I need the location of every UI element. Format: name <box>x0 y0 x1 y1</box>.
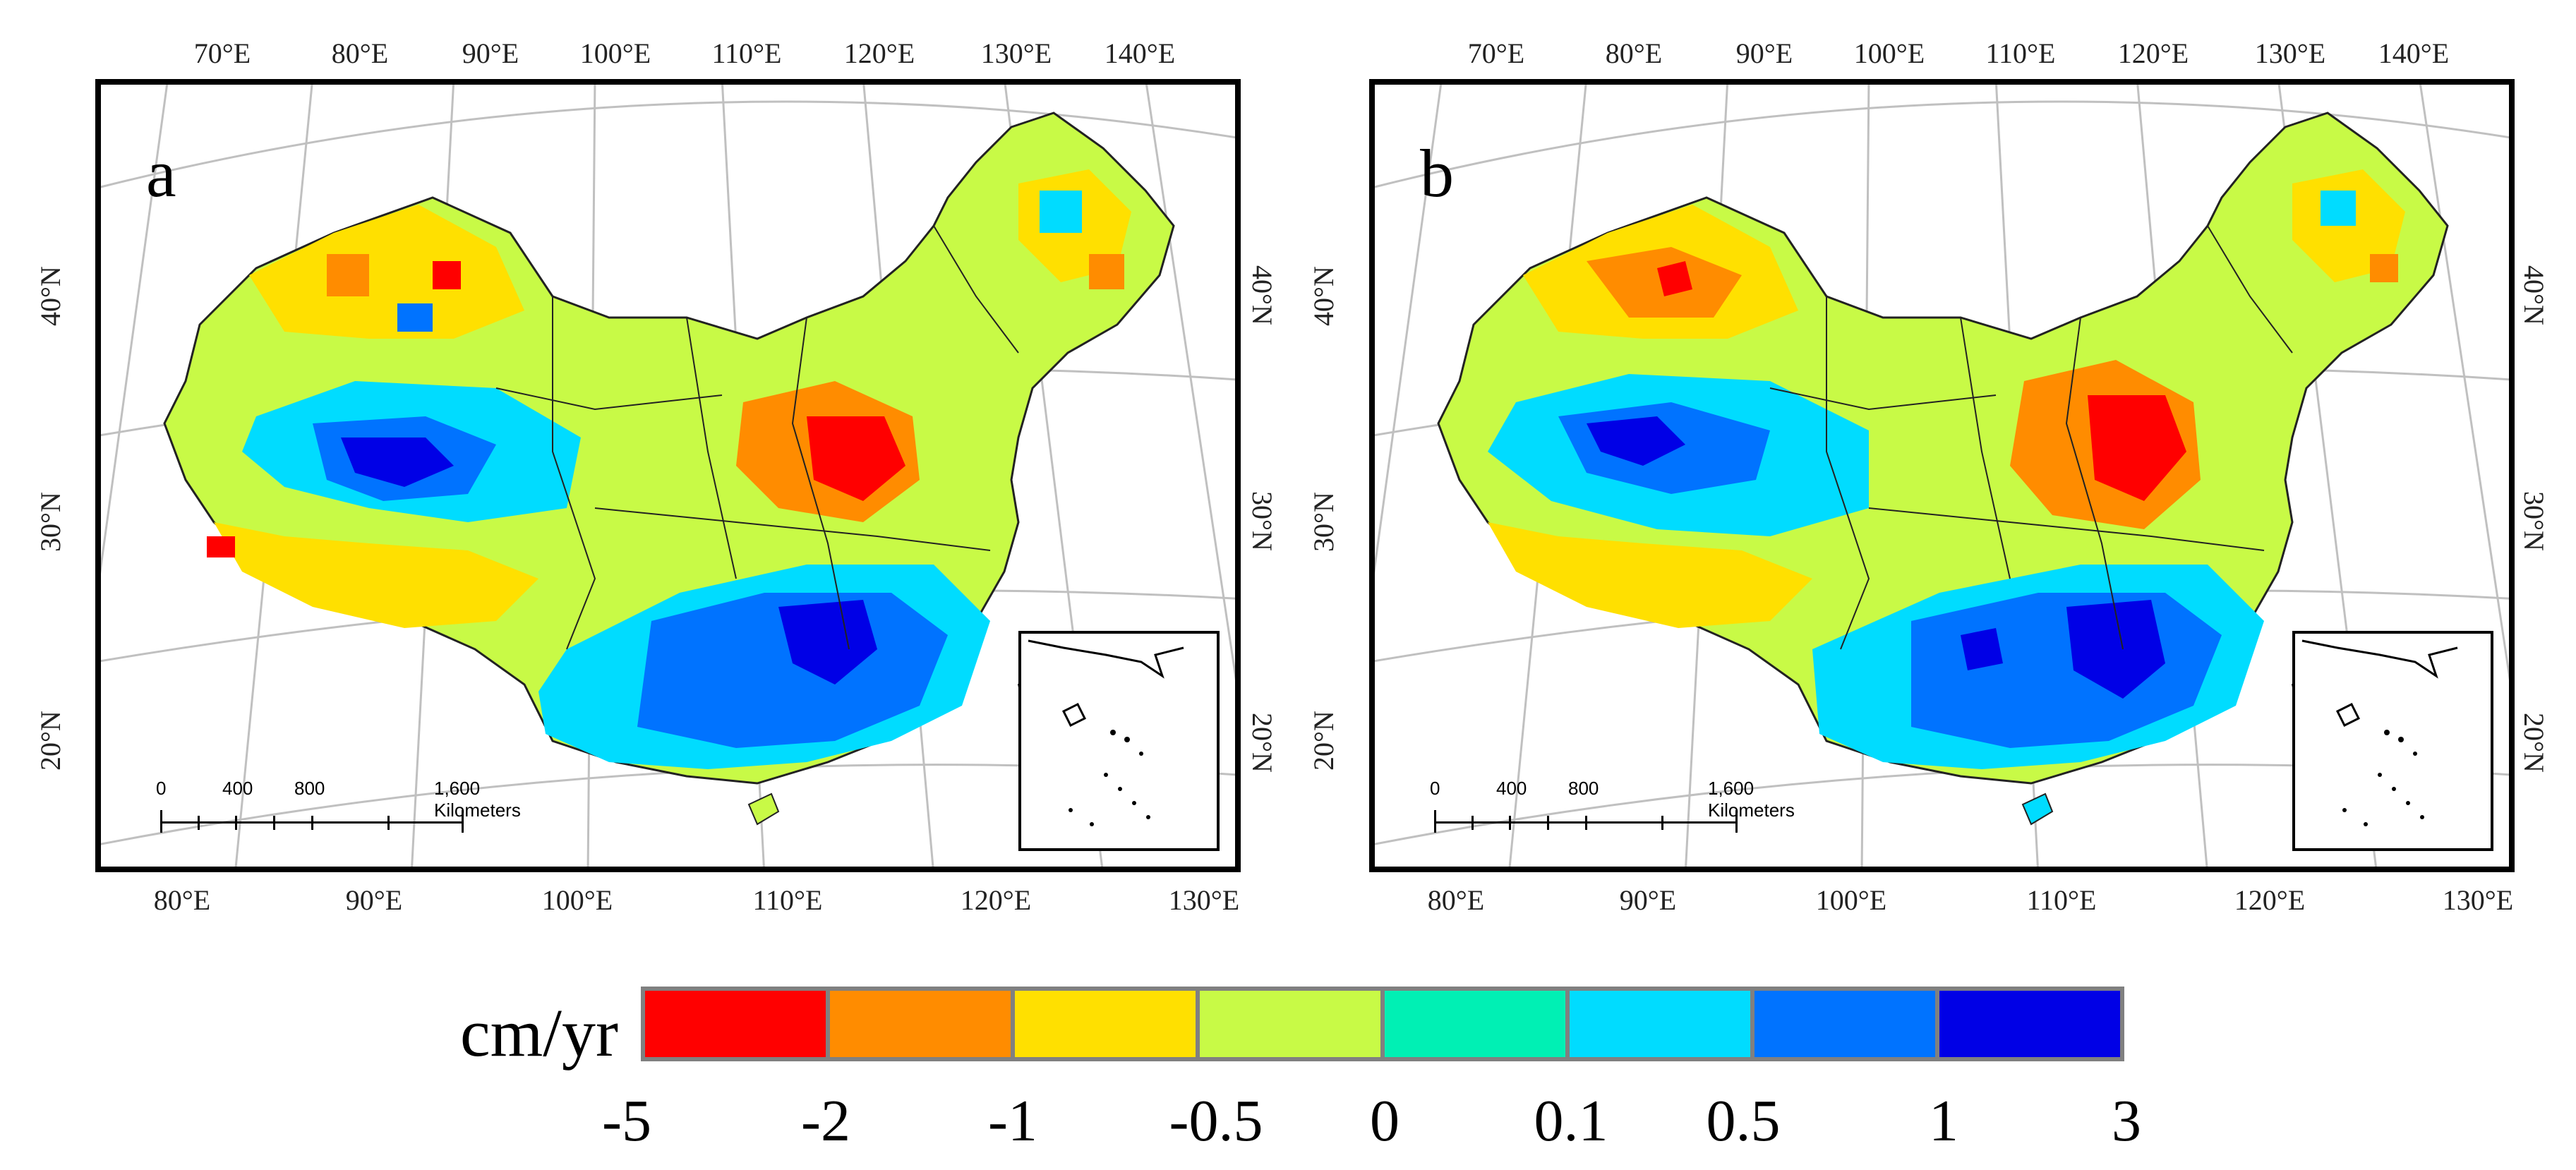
lon-label-top: 80°E <box>331 37 389 69</box>
map-panel-a: a 0 400 800 1,600 Kilometers <box>95 79 1241 872</box>
panel-label: b <box>1420 135 1454 211</box>
lon-label-top: 130°E <box>980 37 1052 69</box>
lon-label-bottom: 130°E <box>1168 884 1240 916</box>
lon-label-bottom: 100°E <box>1815 884 1887 916</box>
legend-swatch <box>645 991 830 1057</box>
lon-label-top: 100°E <box>1853 37 1925 69</box>
lon-label-top: 70°E <box>1467 37 1525 69</box>
lat-label-left: 20°N <box>1308 711 1340 771</box>
legend-swatch <box>1385 991 1570 1057</box>
lon-label-bottom: 80°E <box>1427 884 1485 916</box>
lon-label-top: 70°E <box>193 37 251 69</box>
south-china-sea-inset <box>2292 631 2493 851</box>
scale-number: 400 <box>222 778 253 799</box>
legend-swatch <box>1755 991 1939 1057</box>
map-panel-b: b 0 400 800 1,600 Kilometers <box>1369 79 2515 872</box>
lon-label-top: 90°E <box>1735 37 1793 69</box>
scale-number: 0 <box>156 778 167 799</box>
legend-swatch <box>830 991 1015 1057</box>
lon-label-bottom: 90°E <box>345 884 403 916</box>
lon-label-top: 100°E <box>579 37 651 69</box>
lon-label-top: 120°E <box>2117 37 2189 69</box>
inset-map-b <box>2301 639 2458 826</box>
legend-unit: cm/yr <box>460 995 618 1071</box>
legend-tick-label: 0.1 <box>1534 1088 1608 1154</box>
legend-color-bar <box>641 987 2124 1061</box>
lat-label-left: 40°N <box>1308 266 1340 326</box>
lat-label-right: 30°N <box>2518 491 2550 551</box>
lon-label-bottom: 80°E <box>153 884 211 916</box>
lon-label-bottom: 120°E <box>960 884 1032 916</box>
scale-number: 400 <box>1496 778 1527 799</box>
lon-label-top: 110°E <box>1985 37 2056 69</box>
map-graphic-a <box>101 85 1235 867</box>
legend-tick-label: -5 <box>602 1088 651 1154</box>
legend-tick-label: 0 <box>1370 1088 1400 1154</box>
legend-swatch <box>1939 991 2120 1057</box>
scale-number: 800 <box>1568 778 1599 799</box>
scale-bar: 0 400 800 1,600 Kilometers <box>156 778 541 848</box>
legend-swatch <box>1570 991 1755 1057</box>
lon-label-bottom: 110°E <box>752 884 823 916</box>
legend-tick-label: -1 <box>988 1088 1037 1154</box>
lat-label-left: 40°N <box>35 266 66 326</box>
scale-number: 0 <box>1430 778 1440 799</box>
lon-label-bottom: 130°E <box>2442 884 2514 916</box>
legend-tick-label: 3 <box>2112 1088 2141 1154</box>
lon-label-top: 80°E <box>1605 37 1663 69</box>
lat-label-right: 40°N <box>1246 265 1278 325</box>
lon-label-bottom: 100°E <box>541 884 613 916</box>
lat-label-right: 30°N <box>1246 491 1278 551</box>
lon-label-top: 120°E <box>843 37 915 69</box>
scale-units: 1,600 Kilometers <box>434 778 521 821</box>
scale-bar: 0 400 800 1,600 Kilometers <box>1430 778 1815 848</box>
south-china-sea-inset <box>1018 631 1220 851</box>
legend-tick-label: -0.5 <box>1169 1088 1263 1154</box>
scale-number: 800 <box>294 778 325 799</box>
lon-label-top: 110°E <box>711 37 782 69</box>
lon-label-top: 90°E <box>462 37 519 69</box>
lon-label-bottom: 110°E <box>2026 884 2097 916</box>
legend-tick-label: 1 <box>1929 1088 1958 1154</box>
legend-swatch <box>1200 991 1385 1057</box>
inset-map-a <box>1028 639 1184 826</box>
lon-label-top: 130°E <box>2254 37 2326 69</box>
panel-label: a <box>146 135 176 211</box>
legend-tick-label: -2 <box>801 1088 850 1154</box>
lat-label-left: 30°N <box>35 492 66 552</box>
lat-label-right: 20°N <box>1246 713 1278 773</box>
lat-label-right: 20°N <box>2518 713 2550 773</box>
lon-label-top: 140°E <box>1104 37 1176 69</box>
scale-units: 1,600 Kilometers <box>1708 778 1795 821</box>
map-graphic-b <box>1375 85 2509 867</box>
color-legend: cm/yr -5 -2 -1 -0.5 0 0.1 0.5 1 3 <box>0 981 2576 1170</box>
legend-swatch <box>1015 991 1200 1057</box>
lon-label-bottom: 90°E <box>1619 884 1677 916</box>
lon-label-bottom: 120°E <box>2234 884 2306 916</box>
lat-label-left: 30°N <box>1308 492 1340 552</box>
lat-label-right: 40°N <box>2518 265 2550 325</box>
lat-label-left: 20°N <box>35 711 66 771</box>
legend-tick-label: 0.5 <box>1706 1088 1781 1154</box>
lon-label-top: 140°E <box>2378 37 2450 69</box>
